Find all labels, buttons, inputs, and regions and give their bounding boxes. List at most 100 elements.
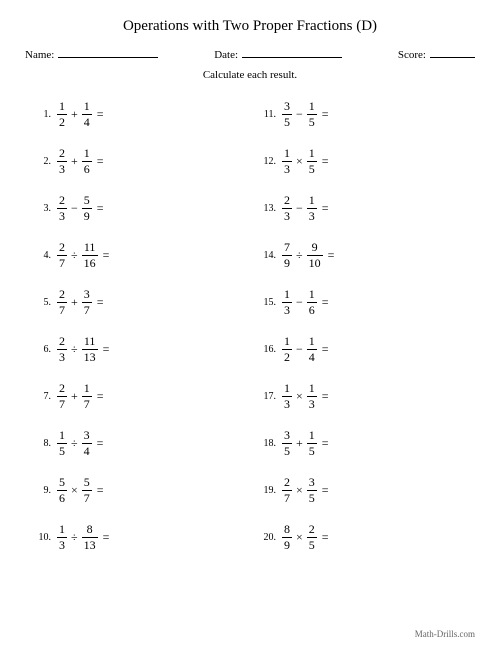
numerator: 11 — [82, 335, 98, 348]
score-field: Score: — [398, 47, 475, 61]
problem-row: 14. 7 9 ÷ 9 10 = — [260, 232, 475, 279]
numerator: 2 — [57, 382, 67, 395]
numerator: 1 — [282, 382, 292, 395]
fraction: 2 7 — [57, 241, 67, 269]
numerator: 5 — [57, 476, 67, 489]
denominator: 5 — [57, 445, 67, 458]
denominator: 9 — [82, 210, 92, 223]
fraction: 2 7 — [282, 476, 292, 504]
equals-sign: = — [317, 107, 334, 122]
numerator: 8 — [282, 523, 292, 536]
fraction: 1 6 — [307, 288, 317, 316]
numerator: 2 — [57, 147, 67, 160]
denominator: 3 — [57, 163, 67, 176]
numerator: 2 — [57, 288, 67, 301]
fraction: 1 3 — [307, 194, 317, 222]
numerator: 11 — [82, 241, 98, 254]
fraction: 2 7 — [57, 288, 67, 316]
problem-number: 6. — [35, 344, 57, 355]
denominator: 6 — [82, 163, 92, 176]
name-label: Name: — [25, 49, 54, 61]
fraction: 3 5 — [282, 100, 292, 128]
operator: + — [67, 107, 82, 122]
problem-number: 15. — [260, 297, 282, 308]
equals-sign: = — [92, 389, 109, 404]
operator: − — [292, 342, 307, 357]
date-line[interactable] — [242, 47, 342, 58]
fraction: 1 2 — [57, 100, 67, 128]
name-field: Name: — [25, 47, 158, 61]
instructions: Calculate each result. — [25, 69, 475, 81]
problems-container: 1. 1 2 + 1 4 = 2. 2 3 + 1 6 = 3. 2 3 − 5… — [25, 91, 475, 561]
problem-row: 7. 2 7 + 1 7 = — [35, 373, 250, 420]
denominator: 9 — [282, 257, 292, 270]
fraction: 1 3 — [282, 147, 292, 175]
fraction: 1 3 — [282, 382, 292, 410]
fraction: 2 3 — [57, 335, 67, 363]
fraction: 2 7 — [57, 382, 67, 410]
problem-number: 7. — [35, 391, 57, 402]
date-field: Date: — [214, 47, 342, 61]
operator: + — [292, 436, 307, 451]
equals-sign: = — [317, 483, 334, 498]
operator: ÷ — [292, 248, 307, 263]
equals-sign: = — [92, 201, 109, 216]
denominator: 5 — [307, 163, 317, 176]
denominator: 6 — [307, 304, 317, 317]
problem-row: 3. 2 3 − 5 9 = — [35, 185, 250, 232]
denominator: 5 — [307, 492, 317, 505]
denominator: 16 — [82, 257, 98, 270]
fraction: 8 9 — [282, 523, 292, 551]
denominator: 2 — [282, 351, 292, 364]
fraction: 11 13 — [82, 335, 98, 363]
numerator: 9 — [310, 241, 320, 254]
worksheet-page: Operations with Two Proper Fractions (D)… — [0, 0, 500, 647]
denominator: 5 — [282, 445, 292, 458]
fraction: 3 5 — [282, 429, 292, 457]
numerator: 3 — [82, 288, 92, 301]
fraction: 1 2 — [282, 335, 292, 363]
operator: ÷ — [67, 436, 82, 451]
problem-number: 16. — [260, 344, 282, 355]
numerator: 1 — [82, 382, 92, 395]
numerator: 1 — [307, 335, 317, 348]
denominator: 4 — [82, 445, 92, 458]
fraction: 1 5 — [307, 147, 317, 175]
denominator: 13 — [82, 351, 98, 364]
problem-number: 3. — [35, 203, 57, 214]
fraction: 1 6 — [82, 147, 92, 175]
numerator: 1 — [307, 100, 317, 113]
denominator: 3 — [282, 210, 292, 223]
numerator: 7 — [282, 241, 292, 254]
operator: − — [292, 107, 307, 122]
denominator: 5 — [307, 539, 317, 552]
page-title: Operations with Two Proper Fractions (D) — [25, 18, 475, 35]
score-line[interactable] — [430, 47, 475, 58]
fraction: 1 5 — [307, 429, 317, 457]
operator: − — [292, 295, 307, 310]
problem-row: 13. 2 3 − 1 3 = — [260, 185, 475, 232]
numerator: 2 — [57, 335, 67, 348]
numerator: 2 — [57, 241, 67, 254]
numerator: 5 — [82, 476, 92, 489]
denominator: 13 — [82, 539, 98, 552]
denominator: 7 — [282, 492, 292, 505]
problem-number: 12. — [260, 156, 282, 167]
denominator: 7 — [57, 304, 67, 317]
numerator: 1 — [307, 194, 317, 207]
equals-sign: = — [92, 483, 109, 498]
fraction: 5 6 — [57, 476, 67, 504]
denominator: 10 — [307, 257, 323, 270]
numerator: 3 — [82, 429, 92, 442]
problem-row: 2. 2 3 + 1 6 = — [35, 138, 250, 185]
problem-number: 4. — [35, 250, 57, 261]
equals-sign: = — [317, 389, 334, 404]
equals-sign: = — [98, 530, 115, 545]
operator: + — [67, 389, 82, 404]
problem-row: 9. 5 6 × 5 7 = — [35, 467, 250, 514]
name-line[interactable] — [58, 47, 158, 58]
problem-row: 12. 1 3 × 1 5 = — [260, 138, 475, 185]
problem-row: 20. 8 9 × 2 5 = — [260, 514, 475, 561]
numerator: 1 — [307, 147, 317, 160]
problem-number: 19. — [260, 485, 282, 496]
